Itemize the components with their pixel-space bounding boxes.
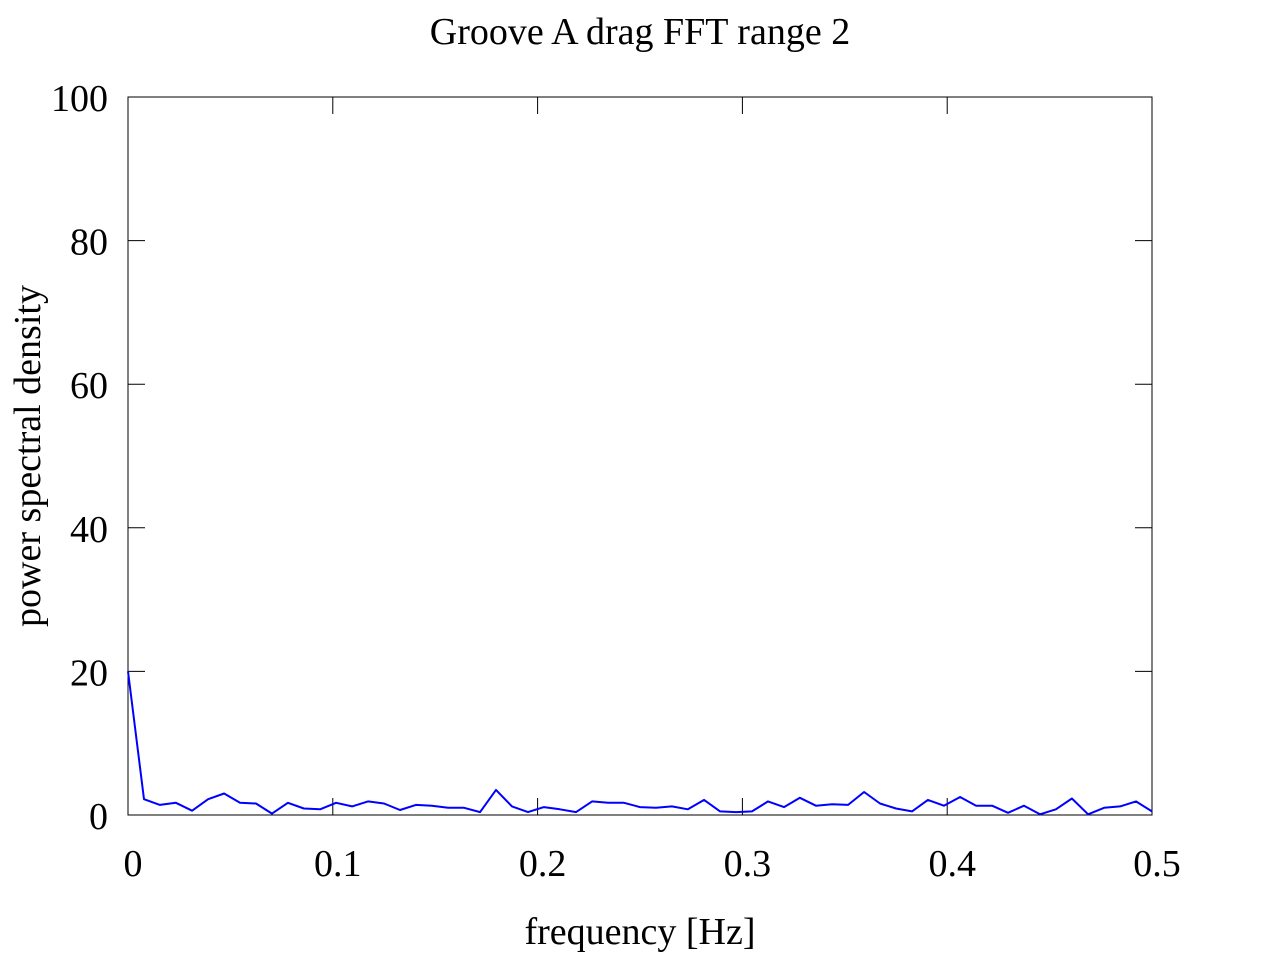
y-tick-label: 100 [51,78,108,120]
x-tick-label: 0.4 [928,843,976,885]
x-axis-label: frequency [Hz] [524,911,755,953]
chart-title: Groove A drag FFT range 2 [430,11,850,53]
y-tick-label: 80 [70,222,108,264]
y-tick-label: 60 [70,365,108,407]
x-tick-label: 0.3 [724,843,772,885]
x-tick-label: 0.1 [314,843,362,885]
plot-frame [127,96,1153,816]
y-tick-label: 20 [70,652,108,694]
y-tick-label: 0 [89,796,108,838]
series-line [127,671,1153,816]
axis-ticks: 0 0.1 0.2 0.3 0.4 0.5 0 20 40 60 80 100 [51,78,1181,885]
x-tick-label: 0.5 [1133,843,1181,885]
x-tick-label: 0 [124,843,143,885]
series-group [127,671,1153,816]
y-tick-label: 40 [70,509,108,551]
y-axis-label: power spectral density [7,285,49,627]
x-tick-label: 0.2 [519,843,567,885]
